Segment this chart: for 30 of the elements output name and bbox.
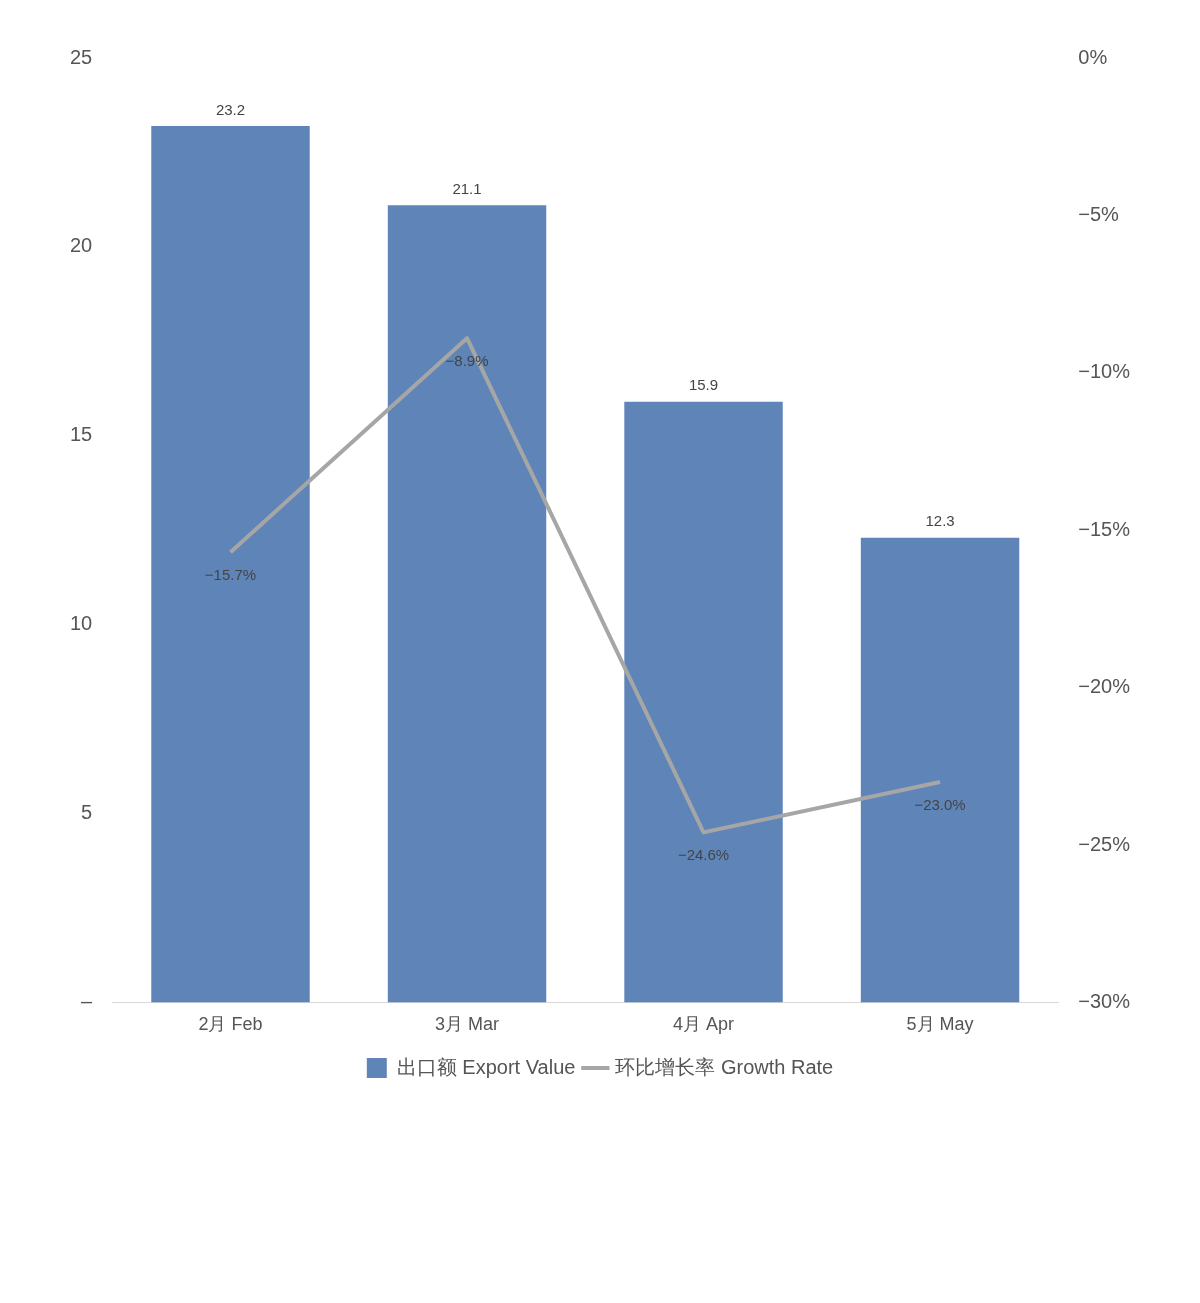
data-label: −24.6% [677,846,730,864]
y2-tick-label: −5% [1078,202,1120,225]
y2-tick-label: −25% [1078,832,1131,855]
x-tick-label: 3月 Mar [435,1014,500,1035]
data-label: −15.7% [204,565,257,583]
x-tick-label: 2月 Feb [198,1014,263,1035]
y-tick-label: – [81,989,94,1012]
y2-tick-label: −10% [1078,360,1131,383]
data-label: 23.2 [215,100,246,118]
x-tick-label: 5月 May [906,1014,974,1035]
y2-tick-label: 0% [1078,45,1108,68]
y-tick-label: 25 [70,45,93,68]
data-label: 12.3 [925,512,955,530]
y-tick-label: 20 [70,234,93,257]
y2-tick-label: −20% [1078,675,1131,698]
bar [624,401,783,1003]
legend-label: 出口额 Export Value [396,1055,576,1078]
bar [151,126,310,1003]
x-tick-label: 4月 Apr [673,1014,735,1035]
y-tick-label: 10 [70,612,93,635]
y2-tick-label: −15% [1078,517,1131,540]
data-label: 15.9 [688,376,719,394]
legend-label: 环比增长率 Growth Rate [615,1055,834,1078]
y2-tick-label: −30% [1078,989,1131,1012]
y-tick-label: 15 [70,423,93,446]
bar [860,537,1020,1003]
y-tick-label: 5 [81,801,93,824]
bar [387,205,547,1003]
data-label: −23.0% [914,795,966,813]
data-label: 21.1 [452,179,482,197]
